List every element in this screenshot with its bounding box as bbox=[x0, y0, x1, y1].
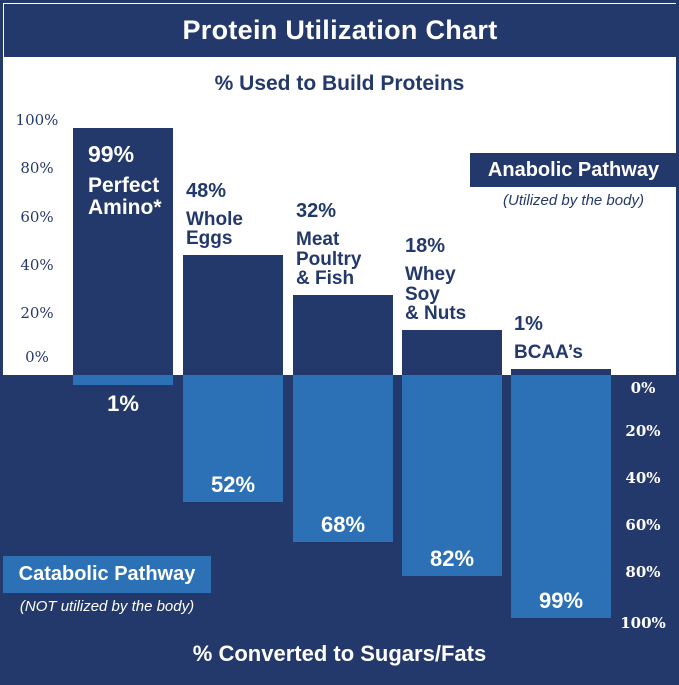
bar-category: Whole Eggs bbox=[186, 208, 243, 250]
axis-tick: 40% bbox=[20, 256, 54, 274]
axis-tick: 20% bbox=[625, 422, 661, 440]
axis-tick: 60% bbox=[625, 516, 661, 534]
axis-tick: 80% bbox=[625, 563, 661, 581]
bar-value: 48% bbox=[186, 179, 227, 202]
bar-value: 82% bbox=[429, 545, 475, 571]
axis-tick: 100% bbox=[620, 614, 666, 632]
bar-value: 99% bbox=[538, 587, 584, 613]
bar-value: 99% bbox=[88, 140, 135, 167]
bar-column-whey-soy-nuts: 18% Whey Soy & Nuts 82% bbox=[402, 0, 502, 685]
bar-category: Meat Poultry & Fish bbox=[296, 229, 362, 290]
anabolic-bar: 99% Perfect Amino* bbox=[73, 127, 173, 375]
lower-section-title: % Converted to Sugars/Fats bbox=[192, 641, 487, 666]
catabolic-bar: 1% bbox=[73, 375, 173, 416]
bar-category: BCAA’s bbox=[514, 342, 583, 364]
axis-tick: 100% bbox=[15, 111, 59, 129]
bar-value: 1% bbox=[514, 313, 543, 336]
anabolic-pathway-label: Anabolic Pathway bbox=[487, 158, 660, 181]
catabolic-pathway-label: Catabolic Pathway bbox=[18, 563, 196, 585]
catabolic-pathway-caption: (NOT utilized by the body) bbox=[19, 598, 195, 615]
axis-tick: 40% bbox=[625, 469, 661, 487]
catabolic-bar: 99% bbox=[511, 375, 611, 618]
bar-label: 32% Meat Poultry & Fish bbox=[296, 200, 406, 289]
bar-value: 32% bbox=[296, 200, 337, 223]
bar-label: 48% Whole Eggs bbox=[186, 180, 296, 249]
anabolic-pathway-legend: Anabolic Pathway bbox=[470, 153, 677, 187]
bar-column-meat-poultry-fish: 32% Meat Poultry & Fish 68% bbox=[293, 0, 393, 685]
bar-category: Whey Soy & Nuts bbox=[405, 264, 467, 325]
anabolic-bar bbox=[183, 255, 283, 375]
catabolic-pathway-legend: Catabolic Pathway bbox=[3, 556, 211, 593]
bar-label: 99% Perfect Amino* bbox=[88, 141, 162, 220]
axis-tick: 60% bbox=[20, 208, 54, 226]
bar-value: 52% bbox=[210, 472, 256, 498]
catabolic-bar: 52% bbox=[183, 375, 283, 503]
upper-section-title: % Used to Build Proteins bbox=[214, 72, 465, 95]
bar-value: 68% bbox=[320, 511, 366, 537]
bar-column-perfect-amino: 99% Perfect Amino* 1% bbox=[73, 0, 173, 685]
axis-tick: 80% bbox=[20, 159, 54, 177]
axis-tick: 0% bbox=[25, 348, 49, 366]
anabolic-bar bbox=[402, 330, 502, 375]
chart-title-bar: Protein Utilization Chart bbox=[4, 4, 676, 57]
bar-category: Perfect Amino* bbox=[88, 173, 162, 220]
axis-tick: 0% bbox=[630, 379, 656, 397]
chart-title: Protein Utilization Chart bbox=[182, 15, 498, 45]
bar-label: 1% BCAA’s bbox=[514, 313, 624, 363]
anabolic-bar bbox=[293, 295, 393, 375]
anabolic-pathway-caption: (Utilized by the body) bbox=[503, 192, 644, 209]
bar-column-bcaas: 1% BCAA’s 99% bbox=[511, 0, 611, 685]
bar-value: 1% bbox=[107, 391, 139, 416]
bar-value: 18% bbox=[405, 235, 446, 258]
anabolic-bar bbox=[511, 369, 611, 375]
bar-label: 18% Whey Soy & Nuts bbox=[405, 235, 515, 324]
axis-tick: 20% bbox=[20, 304, 54, 322]
catabolic-bar: 68% bbox=[293, 375, 393, 542]
bar-column-whole-eggs: 48% Whole Eggs 52% bbox=[183, 0, 283, 685]
catabolic-bar: 82% bbox=[402, 375, 502, 576]
